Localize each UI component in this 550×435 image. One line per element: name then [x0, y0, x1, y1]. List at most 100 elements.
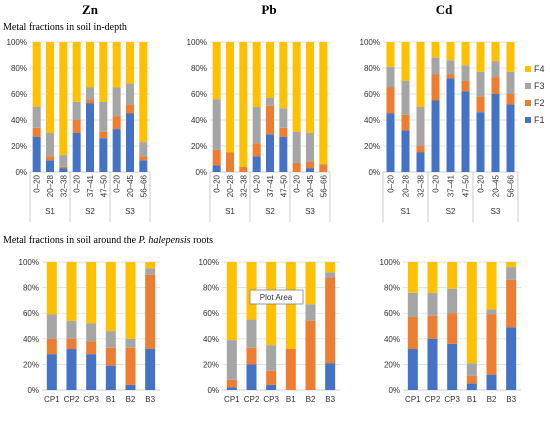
bar-segment-f3 [292, 131, 301, 163]
x-tick-label: CP2 [244, 395, 260, 404]
bar-segment-f4 [506, 42, 515, 72]
bar-segment-f4 [407, 262, 418, 293]
bar-segment-f2 [226, 379, 237, 388]
metal-title-zn: Zn [82, 2, 99, 17]
bar-segment-f2 [386, 87, 395, 114]
bar-segment-f4 [46, 42, 54, 133]
x-tick-label: B1 [467, 395, 477, 404]
x-tick-label: 20–45 [306, 174, 315, 197]
y-tick-label: 0% [388, 386, 400, 395]
bar-segment-f4 [139, 42, 148, 143]
y-tick-label: 40% [384, 335, 400, 344]
bar-segment-f4 [32, 42, 41, 107]
bar-segment-f3 [491, 61, 500, 78]
bar-segment-f2 [285, 349, 296, 390]
bar-segment-f1 [466, 383, 477, 390]
x-tick-label: 32–38 [59, 174, 68, 197]
legend-label: F3 [534, 81, 545, 91]
bar-segment-f4 [416, 42, 425, 107]
bar-segment-f3 [59, 155, 68, 167]
bar-segment-f1 [266, 134, 274, 172]
bar-segment-f3 [416, 107, 425, 146]
bar-segment-f2 [476, 96, 485, 113]
bar-segment-f4 [491, 42, 500, 62]
bar-segment-f3 [305, 304, 316, 321]
chart-zn-roots: 0% 20% 40% 60% 80% 100% CP1 CP2 CP3 B1 B2 B3 [19, 258, 160, 404]
group-label: S1 [45, 207, 55, 216]
bar-segment-f4 [279, 42, 288, 109]
bar-segment-f4 [105, 262, 116, 332]
bar-segment-f2 [112, 116, 121, 130]
bar-segment-f2 [486, 314, 497, 375]
bar-segment-f1 [325, 363, 336, 390]
bar-segment-f1 [105, 365, 116, 390]
x-tick-label: 0–20 [387, 174, 396, 192]
y-tick-label: 40% [364, 116, 380, 125]
bar-segment-f4 [285, 262, 296, 350]
bar-segment-f1 [431, 100, 440, 172]
bar-segment-f2 [32, 127, 41, 137]
x-tick-label: B3 [145, 395, 155, 404]
x-tick-label: 0–20 [113, 174, 122, 192]
bar-segment-f4 [212, 42, 221, 100]
bar-segment-f1 [139, 160, 148, 172]
y-tick-label: 80% [23, 284, 39, 293]
legend-label: F1 [534, 115, 545, 125]
bar-segment-f3 [476, 71, 485, 97]
bar-segment-f1 [145, 349, 156, 390]
bar-segment-f4 [486, 262, 497, 310]
bar-segment-f1 [447, 343, 458, 390]
bar-segment-f2 [306, 161, 314, 169]
group-label: S2 [265, 207, 275, 216]
bar-segment-f2 [72, 120, 81, 133]
bar-segment-f4 [292, 42, 301, 132]
y-tick-label: 100% [7, 38, 27, 47]
x-tick-label: 47–50 [462, 174, 471, 197]
bar-segment-f3 [407, 292, 418, 318]
y-tick-label: 20% [191, 142, 207, 151]
bar-segment-f2 [125, 347, 136, 385]
bar-segment-f3 [427, 292, 438, 316]
bar-segment-f4 [112, 42, 121, 88]
x-tick-label: 56–66 [507, 174, 516, 197]
bar-segment-f3 [46, 314, 57, 339]
bar-segment-f3 [145, 268, 156, 275]
y-tick-label: 60% [203, 309, 219, 318]
y-tick-label: 60% [11, 90, 27, 99]
bar-segment-f2 [59, 166, 68, 169]
bar-segment-f3 [401, 81, 410, 115]
bar-segment-f1 [112, 129, 121, 172]
bar-segment-f3 [447, 288, 458, 314]
bar-segment-f3 [226, 340, 237, 380]
x-tick-label: CP3 [444, 395, 460, 404]
bar-segment-f1 [427, 338, 438, 390]
bar-segment-f1 [99, 138, 108, 172]
bar-segment-f1 [401, 130, 410, 172]
legend-swatch [525, 117, 531, 123]
bar-segment-f3 [325, 272, 336, 278]
bar-segment-f1 [126, 113, 134, 172]
bar-segment-f2 [427, 315, 438, 339]
x-tick-label: 56–66 [319, 174, 328, 197]
bar-segment-f1 [32, 136, 41, 172]
bar-segment-f2 [99, 131, 108, 139]
x-tick-label: B2 [487, 395, 497, 404]
bar-segment-f2 [325, 277, 336, 364]
bar-segment-f1 [407, 349, 418, 390]
bar-segment-f2 [139, 156, 148, 161]
y-tick-label: 40% [191, 116, 207, 125]
bar-segment-f1 [279, 136, 288, 172]
y-tick-label: 20% [203, 360, 219, 369]
y-tick-label: 40% [23, 335, 39, 344]
bar-segment-f1 [266, 384, 277, 390]
y-tick-label: 100% [19, 258, 39, 267]
bar-segment-f4 [125, 262, 136, 339]
x-tick-label: 37–41 [266, 174, 275, 197]
y-tick-label: 100% [380, 258, 400, 267]
y-tick-label: 20% [384, 360, 400, 369]
x-tick-label: 20–28 [226, 174, 235, 197]
chart-cd-in-depth: 0% 20% 40% 60% 80% 100% 0–20 20–28 32–38 0–20 37–4… [360, 38, 545, 222]
bar-segment-f4 [431, 42, 440, 58]
top-section-title: Metal fractions in soil in-depth [3, 22, 127, 33]
bar-segment-f4 [446, 42, 455, 61]
